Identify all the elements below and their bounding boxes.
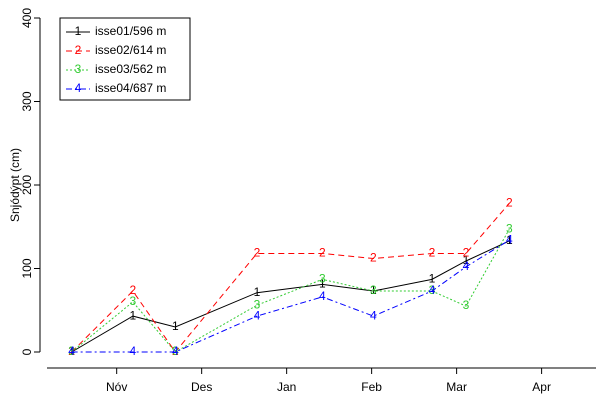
point-marker: 2	[370, 251, 377, 265]
point-marker: 3	[370, 283, 377, 297]
x-tick-label: Mar	[446, 380, 467, 394]
legend-marker: 3	[75, 62, 82, 76]
point-marker: 1	[506, 233, 513, 247]
point-marker: 2	[172, 344, 179, 358]
point-marker: 3	[429, 283, 436, 297]
legend-label: isse03/562 m	[95, 62, 166, 76]
x-tick-label: Apr	[532, 380, 551, 394]
point-marker: 4	[254, 308, 261, 322]
y-tick-label: 400	[20, 8, 34, 28]
point-marker: 3	[463, 298, 470, 312]
point-marker: 3	[254, 297, 261, 311]
legend-label: isse01/596 m	[95, 24, 166, 38]
y-tick-label: 0	[20, 348, 34, 355]
legend-marker: 4	[75, 81, 82, 95]
point-marker: 4	[129, 344, 136, 358]
point-marker: 2	[463, 246, 470, 260]
point-marker: 3	[172, 344, 179, 358]
point-marker: 4	[68, 344, 75, 358]
legend-marker: 2	[75, 43, 82, 57]
point-marker: 3	[506, 221, 513, 235]
y-axis-label: Snjódýpt (cm)	[8, 148, 22, 222]
legend-marker: 1	[75, 24, 82, 38]
point-marker: 2	[254, 246, 261, 260]
point-marker: 1	[319, 277, 326, 291]
series-line	[71, 203, 510, 353]
point-marker: 1	[463, 253, 470, 267]
point-marker: 4	[506, 232, 513, 246]
point-marker: 4	[370, 308, 377, 322]
y-tick-label: 100	[20, 258, 34, 278]
point-marker: 2	[429, 246, 436, 260]
point-marker: 4	[319, 289, 326, 303]
point-marker: 2	[129, 283, 136, 297]
point-marker: 1	[254, 285, 261, 299]
point-marker: 1	[129, 308, 136, 322]
point-marker: 3	[129, 294, 136, 308]
point-marker: 3	[319, 272, 326, 286]
series-line	[71, 240, 510, 353]
legend-label: isse04/687 m	[95, 81, 166, 95]
point-marker: 2	[319, 246, 326, 260]
x-tick-label: Feb	[361, 380, 382, 394]
point-marker: 1	[370, 283, 377, 297]
point-marker: 3	[68, 344, 75, 358]
point-marker: 4	[429, 283, 436, 297]
x-tick-label: Jan	[277, 380, 296, 394]
x-tick-label: Des	[191, 380, 212, 394]
point-marker: 2	[68, 344, 75, 358]
point-marker: 4	[172, 344, 179, 358]
y-tick-label: 300	[20, 91, 34, 111]
point-marker: 1	[172, 319, 179, 333]
series-line	[71, 239, 510, 353]
legend-label: isse02/614 m	[95, 43, 166, 57]
point-marker: 2	[506, 196, 513, 210]
series-line	[71, 229, 510, 353]
point-marker: 1	[429, 272, 436, 286]
x-tick-label: Nóv	[106, 380, 127, 394]
y-tick-label: 200	[20, 175, 34, 195]
point-marker: 4	[463, 259, 470, 273]
